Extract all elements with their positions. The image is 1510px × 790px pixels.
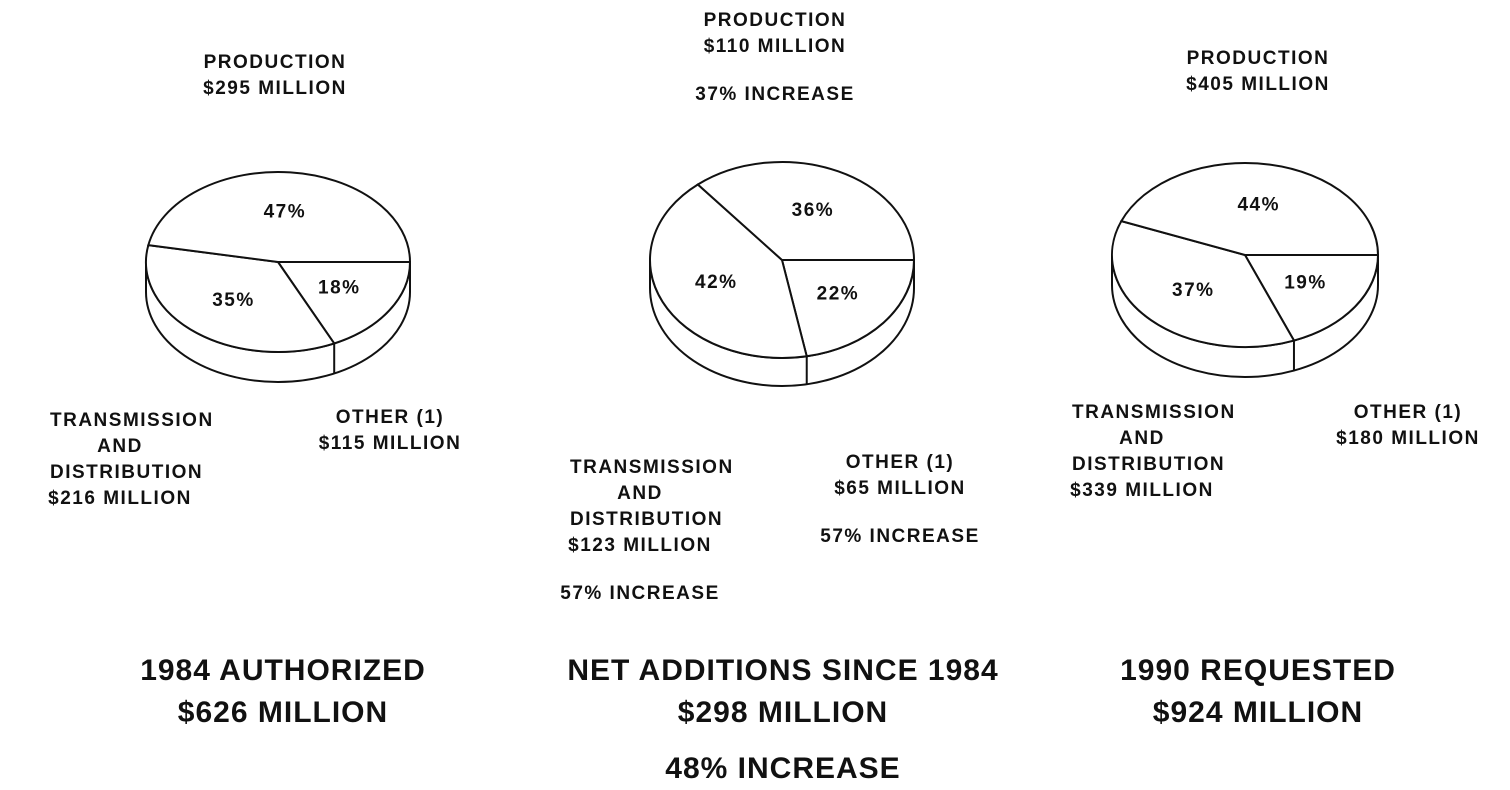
slice-label: TRANSMISSION AND DISTRIBUTION $123 MILLIO… [560, 455, 734, 607]
increase-label: 57% INCREASE [560, 583, 720, 604]
chart-subtitle: $298 MILLION [677, 696, 889, 729]
chart-subtitle: $924 MILLION [1152, 696, 1364, 729]
category-label: OTHER (1) [1353, 402, 1463, 423]
value-label: 22% [817, 283, 860, 304]
increase-label: 57% INCREASE [820, 526, 980, 547]
chart-title: NET ADDITIONS SINCE 1984 [567, 654, 999, 687]
amount-label: $216 MILLION [48, 488, 192, 509]
slice-label: PRODUCTION $405 MILLION [1186, 46, 1330, 98]
pie-slice [145, 244, 336, 353]
chart-heading: 1984 AUTHORIZED $626 MILLION [140, 650, 426, 734]
amount-label: $123 MILLION [568, 535, 712, 556]
increase-label: 37% INCREASE [695, 84, 855, 105]
value-label: 44% [1237, 194, 1280, 215]
pie-slice [1243, 254, 1380, 342]
amount-label: $339 MILLION [1070, 480, 1214, 501]
chart-title: 1984 AUTHORIZED [140, 654, 426, 687]
chart-heading: NET ADDITIONS SINCE 1984 $298 MILLION 48% … [567, 650, 998, 790]
category-label: TRANSMISSION AND DISTRIBUTION [570, 457, 734, 530]
amount-label: $110 MILLION [703, 36, 847, 57]
category-label: TRANSMISSION AND DISTRIBUTION [1072, 402, 1236, 475]
pie-slice [649, 183, 808, 359]
category-label: PRODUCTION [703, 10, 847, 31]
value-label: 47% [264, 202, 307, 223]
category-label: PRODUCTION [203, 52, 347, 73]
slice-label: OTHER (1) $65 MILLION 57% INCREASE [820, 450, 980, 550]
value-label: 42% [695, 272, 738, 293]
pie-slice [276, 261, 412, 345]
amount-label: $115 MILLION [318, 433, 462, 454]
slice-label: TRANSMISSION AND DISTRIBUTION $339 MILLIO… [1070, 400, 1236, 504]
pie-slice [780, 259, 916, 358]
chart-title: 1990 REQUESTED [1120, 654, 1396, 687]
pie-slice [1119, 162, 1380, 256]
amount-label: $405 MILLION [1186, 74, 1330, 95]
slice-label: TRANSMISSION AND DISTRIBUTION $216 MILLIO… [48, 408, 214, 512]
chart-heading: 1990 REQUESTED $924 MILLION [1120, 650, 1396, 734]
amount-label: $295 MILLION [203, 78, 347, 99]
category-label: OTHER (1) [335, 407, 445, 428]
slice-label: OTHER (1) $180 MILLION [1336, 400, 1480, 452]
pie-slice [1111, 219, 1296, 348]
value-label: 19% [1284, 272, 1327, 293]
slice-label: OTHER (1) $115 MILLION [319, 405, 462, 457]
amount-label: $65 MILLION [834, 478, 966, 499]
value-label: 35% [212, 290, 255, 311]
value-label: 36% [792, 200, 835, 221]
category-label: PRODUCTION [1186, 48, 1330, 69]
slice-label: PRODUCTION $295 MILLION [203, 50, 347, 102]
value-label: 37% [1172, 280, 1215, 301]
slice-label: PRODUCTION $110 MILLION 37% INCREASE [695, 8, 855, 108]
amount-label: $180 MILLION [1336, 428, 1480, 449]
pie-slice [696, 161, 916, 261]
pie-slice [147, 171, 412, 263]
category-label: OTHER (1) [845, 452, 955, 473]
value-label: 18% [318, 278, 361, 299]
chart-note: 48% INCREASE [665, 752, 901, 785]
category-label: TRANSMISSION AND DISTRIBUTION [50, 410, 214, 483]
chart-subtitle: $626 MILLION [177, 696, 389, 729]
